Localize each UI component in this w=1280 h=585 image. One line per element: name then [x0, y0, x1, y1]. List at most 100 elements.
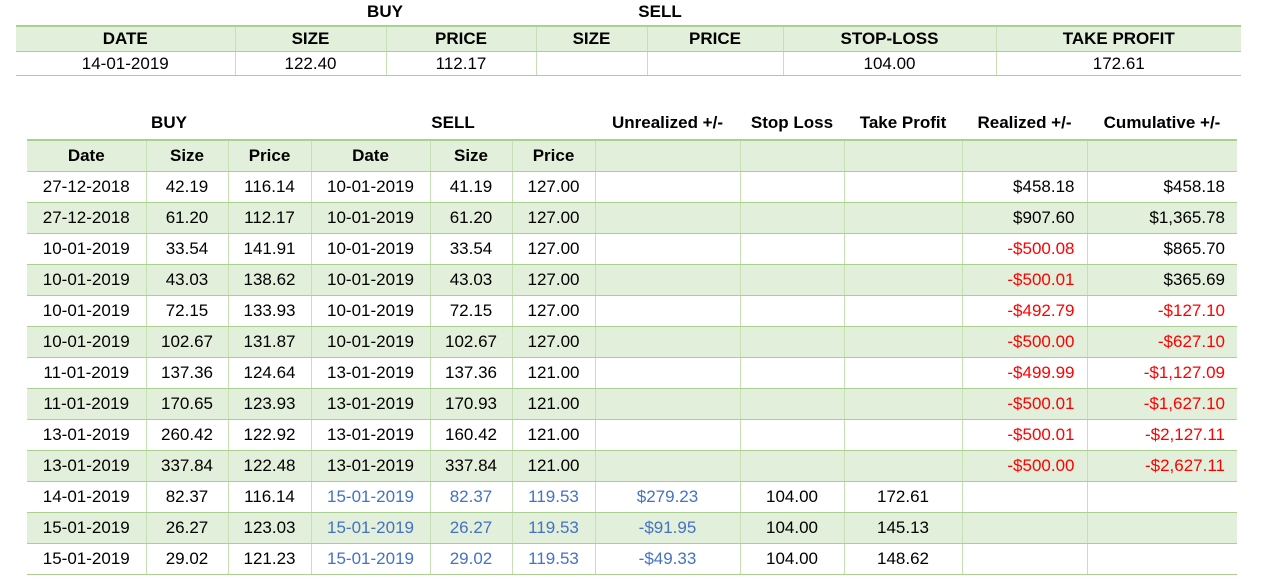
- sell-date-cell[interactable]: 15-01-2019: [310, 512, 430, 544]
- buy-price-cell[interactable]: 133.93: [227, 295, 311, 327]
- stop-loss-cell[interactable]: 104.00: [739, 543, 844, 575]
- buy-price-cell[interactable]: 112.17: [227, 202, 311, 234]
- stop-loss-cell[interactable]: [739, 326, 844, 358]
- summary-stop-loss-cell[interactable]: 104.00: [782, 51, 996, 76]
- realized-cell[interactable]: -$500.01: [961, 264, 1087, 296]
- sell-size-cell[interactable]: 102.67: [429, 326, 512, 358]
- stop-loss-cell[interactable]: [739, 388, 844, 420]
- sell-date-cell[interactable]: 10-01-2019: [310, 326, 430, 358]
- take-profit-cell[interactable]: 172.61: [843, 481, 962, 513]
- realized-cell[interactable]: -$499.99: [961, 357, 1087, 389]
- sell-size-cell[interactable]: 61.20: [429, 202, 512, 234]
- sell-date-cell[interactable]: 10-01-2019: [310, 171, 430, 203]
- realized-cell[interactable]: -$500.01: [961, 419, 1087, 451]
- realized-cell[interactable]: [961, 512, 1087, 544]
- stop-loss-cell[interactable]: [739, 357, 844, 389]
- buy-size-cell[interactable]: 137.36: [145, 357, 228, 389]
- buy-date-cell[interactable]: 13-01-2019: [27, 450, 146, 482]
- sell-size-cell[interactable]: 82.37: [429, 481, 512, 513]
- sell-price-cell[interactable]: 127.00: [511, 295, 595, 327]
- sell-size-cell[interactable]: 33.54: [429, 233, 512, 265]
- sell-date-cell[interactable]: 10-01-2019: [310, 233, 430, 265]
- buy-size-cell[interactable]: 72.15: [145, 295, 228, 327]
- realized-cell[interactable]: $458.18: [961, 171, 1087, 203]
- realized-cell[interactable]: -$500.08: [961, 233, 1087, 265]
- buy-price-cell[interactable]: 122.92: [227, 419, 311, 451]
- sell-size-cell[interactable]: 41.19: [429, 171, 512, 203]
- buy-price-cell[interactable]: 131.87: [227, 326, 311, 358]
- take-profit-cell[interactable]: [843, 233, 962, 265]
- buy-size-cell[interactable]: 42.19: [145, 171, 228, 203]
- buy-date-cell[interactable]: 10-01-2019: [27, 295, 146, 327]
- unrealized-cell[interactable]: [594, 357, 740, 389]
- sell-date-cell[interactable]: 10-01-2019: [310, 295, 430, 327]
- buy-price-cell[interactable]: 122.48: [227, 450, 311, 482]
- buy-size-cell[interactable]: 43.03: [145, 264, 228, 296]
- stop-loss-cell[interactable]: [739, 171, 844, 203]
- buy-size-cell[interactable]: 29.02: [145, 543, 228, 575]
- realized-cell[interactable]: [961, 481, 1087, 513]
- stop-loss-cell[interactable]: [739, 295, 844, 327]
- summary-date-cell[interactable]: 14-01-2019: [16, 51, 235, 76]
- sell-price-cell[interactable]: 127.00: [511, 202, 595, 234]
- buy-size-cell[interactable]: 82.37: [145, 481, 228, 513]
- buy-price-cell[interactable]: 124.64: [227, 357, 311, 389]
- realized-cell[interactable]: $907.60: [961, 202, 1087, 234]
- realized-cell[interactable]: [961, 543, 1087, 575]
- buy-price-cell[interactable]: 123.93: [227, 388, 311, 420]
- stop-loss-cell[interactable]: 104.00: [739, 481, 844, 513]
- cumulative-cell[interactable]: [1086, 512, 1237, 544]
- sell-size-cell[interactable]: 29.02: [429, 543, 512, 575]
- stop-loss-cell[interactable]: [739, 450, 844, 482]
- cumulative-cell[interactable]: -$1,127.09: [1086, 357, 1237, 389]
- realized-cell[interactable]: -$500.01: [961, 388, 1087, 420]
- cumulative-cell[interactable]: $365.69: [1086, 264, 1237, 296]
- sell-size-cell[interactable]: 43.03: [429, 264, 512, 296]
- sell-price-cell[interactable]: 119.53: [511, 512, 595, 544]
- take-profit-cell[interactable]: [843, 326, 962, 358]
- buy-price-cell[interactable]: 138.62: [227, 264, 311, 296]
- buy-size-cell[interactable]: 61.20: [145, 202, 228, 234]
- sell-date-cell[interactable]: 10-01-2019: [310, 202, 430, 234]
- sell-date-cell[interactable]: 13-01-2019: [310, 450, 430, 482]
- sell-size-cell[interactable]: 72.15: [429, 295, 512, 327]
- buy-price-cell[interactable]: 123.03: [227, 512, 311, 544]
- unrealized-cell[interactable]: $279.23: [594, 481, 740, 513]
- sell-size-cell[interactable]: 337.84: [429, 450, 512, 482]
- unrealized-cell[interactable]: [594, 171, 740, 203]
- sell-size-cell[interactable]: 137.36: [429, 357, 512, 389]
- take-profit-cell[interactable]: [843, 357, 962, 389]
- sell-price-cell[interactable]: 127.00: [511, 233, 595, 265]
- buy-date-cell[interactable]: 15-01-2019: [27, 512, 146, 544]
- stop-loss-cell[interactable]: [739, 419, 844, 451]
- summary-buy-price-cell[interactable]: 112.17: [385, 51, 536, 76]
- stop-loss-cell[interactable]: [739, 264, 844, 296]
- sell-size-cell[interactable]: 170.93: [429, 388, 512, 420]
- cumulative-cell[interactable]: $458.18: [1086, 171, 1237, 203]
- sell-date-cell[interactable]: 13-01-2019: [310, 388, 430, 420]
- summary-take-profit-cell[interactable]: 172.61: [995, 51, 1241, 76]
- stop-loss-cell[interactable]: 104.00: [739, 512, 844, 544]
- sell-price-cell[interactable]: 121.00: [511, 388, 595, 420]
- stop-loss-cell[interactable]: [739, 202, 844, 234]
- unrealized-cell[interactable]: [594, 202, 740, 234]
- buy-size-cell[interactable]: 337.84: [145, 450, 228, 482]
- cumulative-cell[interactable]: $1,365.78: [1086, 202, 1237, 234]
- sell-price-cell[interactable]: 121.00: [511, 357, 595, 389]
- buy-size-cell[interactable]: 26.27: [145, 512, 228, 544]
- take-profit-cell[interactable]: [843, 264, 962, 296]
- buy-price-cell[interactable]: 121.23: [227, 543, 311, 575]
- stop-loss-cell[interactable]: [739, 233, 844, 265]
- take-profit-cell[interactable]: [843, 295, 962, 327]
- take-profit-cell[interactable]: [843, 171, 962, 203]
- realized-cell[interactable]: -$492.79: [961, 295, 1087, 327]
- buy-size-cell[interactable]: 260.42: [145, 419, 228, 451]
- cumulative-cell[interactable]: -$2,627.11: [1086, 450, 1237, 482]
- take-profit-cell[interactable]: 148.62: [843, 543, 962, 575]
- cumulative-cell[interactable]: [1086, 543, 1237, 575]
- realized-cell[interactable]: -$500.00: [961, 326, 1087, 358]
- cumulative-cell[interactable]: -$2,127.11: [1086, 419, 1237, 451]
- sell-date-cell[interactable]: 15-01-2019: [310, 543, 430, 575]
- buy-date-cell[interactable]: 10-01-2019: [27, 264, 146, 296]
- cumulative-cell[interactable]: -$127.10: [1086, 295, 1237, 327]
